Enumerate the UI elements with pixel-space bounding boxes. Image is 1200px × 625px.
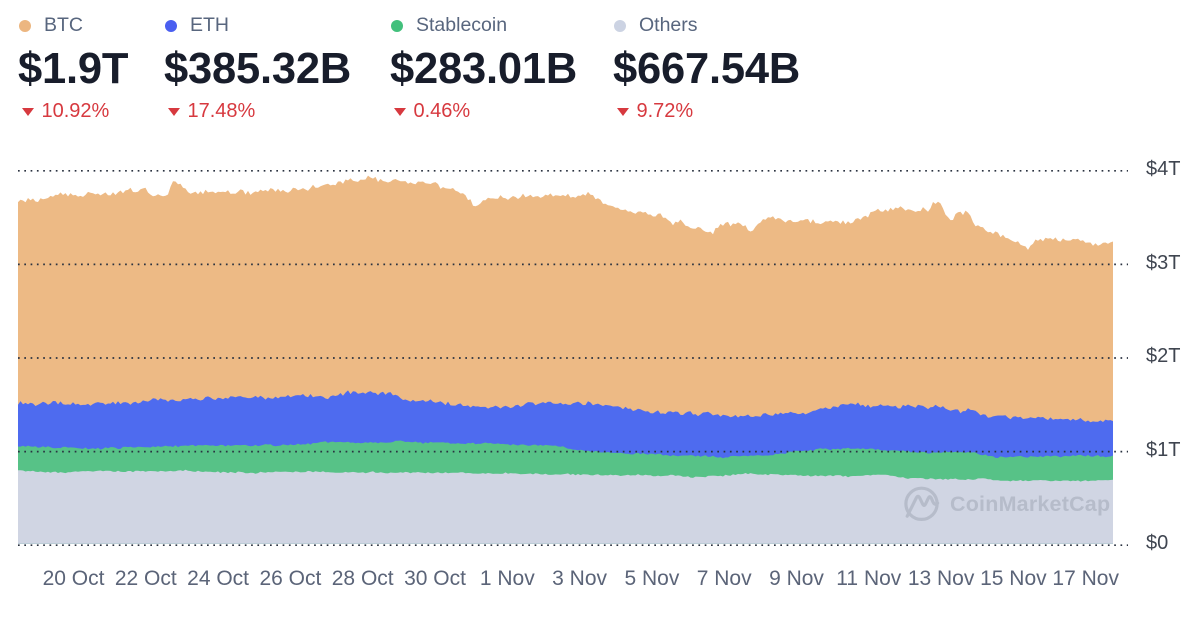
svg-text:CoinMarketCap: CoinMarketCap — [950, 492, 1110, 516]
